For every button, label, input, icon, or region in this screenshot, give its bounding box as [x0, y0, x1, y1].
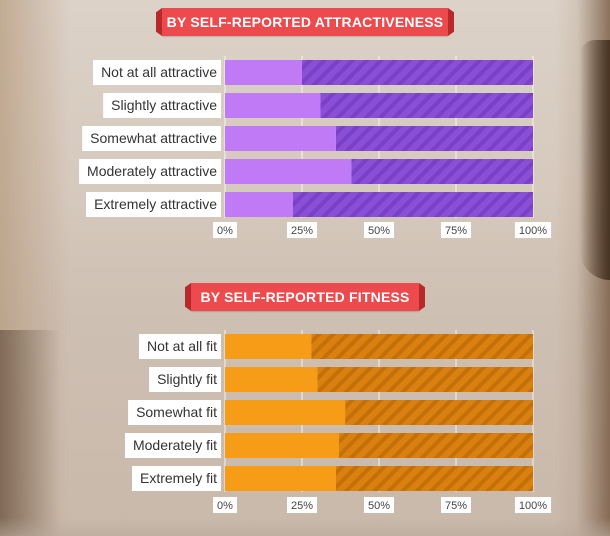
category-label: Not at all attractive — [101, 64, 217, 80]
bar-remainder — [317, 367, 533, 392]
category-label: Somewhat fit — [136, 404, 217, 420]
tick-label: 100% — [519, 500, 547, 512]
category-label: Moderately fit — [133, 437, 217, 453]
tick-label: 0% — [217, 225, 233, 237]
attractiveness-chart: Not at all attractive Slightly attractive… — [79, 56, 552, 238]
category-label-box — [86, 192, 221, 217]
tick-label-box — [440, 222, 472, 238]
bar-remainder — [335, 466, 533, 491]
tick-label-box — [363, 222, 395, 238]
tick-label-box — [514, 222, 552, 238]
tick-label: 75% — [445, 225, 467, 237]
bar-remainder — [320, 93, 533, 118]
bar-value — [225, 367, 318, 392]
bar-value — [225, 93, 321, 118]
bar-remainder — [351, 159, 533, 184]
bar-remainder — [302, 60, 533, 85]
tick-label-box — [286, 222, 318, 238]
chart-title-attractiveness: BY SELF-REPORTED ATTRACTIVENESS — [162, 8, 448, 36]
tick-label: 25% — [291, 225, 313, 237]
tick-label: 50% — [368, 500, 390, 512]
tick-label-box — [286, 497, 318, 513]
bar-remainder — [338, 433, 533, 458]
tick-label-box — [363, 497, 395, 513]
bar-remainder — [311, 334, 533, 359]
bar-value — [225, 334, 312, 359]
category-label: Slightly attractive — [111, 97, 217, 113]
category-label-box — [124, 433, 221, 458]
category-label: Not at all fit — [147, 338, 217, 354]
tick-label: 100% — [519, 225, 547, 237]
fitness-chart: Not at all fit Slightly fit Somewhat fit Mo… — [124, 330, 552, 513]
category-label-box — [79, 159, 221, 184]
background-left-shadow — [0, 330, 60, 536]
category-label-box — [131, 466, 221, 491]
category-label-box — [149, 367, 221, 392]
bar-value — [225, 126, 336, 151]
bar-remainder — [292, 192, 533, 217]
tick-label: 0% — [217, 500, 233, 512]
category-label-box — [82, 126, 221, 151]
chart-title-fitness: BY SELF-REPORTED FITNESS — [191, 283, 419, 311]
tick-label-box — [213, 222, 237, 238]
category-label-box — [128, 400, 221, 425]
tick-label: 50% — [368, 225, 390, 237]
tick-label-box — [213, 497, 237, 513]
background-bottom-strip — [0, 518, 610, 536]
category-label-box — [93, 60, 221, 85]
category-label: Extremely attractive — [94, 196, 217, 212]
bar-remainder — [335, 126, 533, 151]
category-label-box — [103, 93, 221, 118]
tick-label-box — [514, 497, 552, 513]
background-right-hair — [580, 40, 610, 280]
tick-label: 75% — [445, 500, 467, 512]
category-label: Extremely fit — [140, 470, 217, 486]
tick-label: 25% — [291, 500, 313, 512]
bar-value — [225, 159, 352, 184]
bar-value — [225, 466, 336, 491]
bar-remainder — [345, 400, 533, 425]
bar-value — [225, 400, 346, 425]
category-label: Slightly fit — [157, 371, 217, 387]
category-label: Somewhat attractive — [90, 130, 217, 146]
bar-value — [225, 60, 302, 85]
tick-label-box — [440, 497, 472, 513]
bar-value — [225, 433, 339, 458]
category-label: Moderately attractive — [87, 163, 217, 179]
bar-value — [225, 192, 293, 217]
category-label-box — [138, 334, 221, 359]
